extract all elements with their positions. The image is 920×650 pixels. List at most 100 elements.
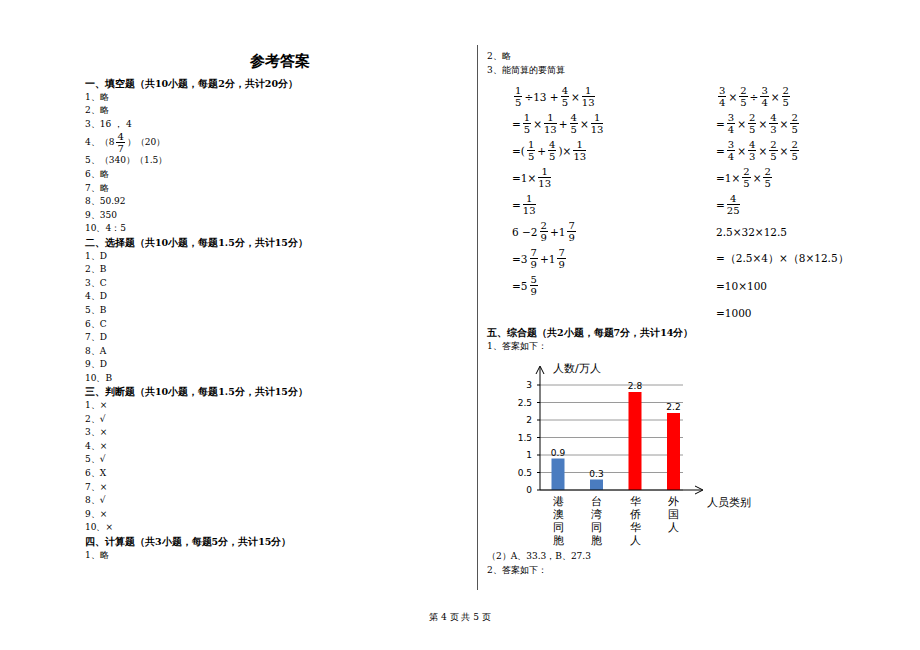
fraction: 43 (748, 139, 756, 162)
text: × (758, 145, 767, 157)
text: 6、C (85, 319, 107, 329)
bar (552, 459, 565, 491)
answer-item: 4、× (85, 440, 465, 454)
text: = (512, 280, 521, 292)
denominator: 5 (514, 97, 522, 108)
numerator: 7 (567, 220, 575, 232)
denominator: 7 (116, 143, 124, 154)
tick-label: 1.5 (518, 433, 532, 443)
mixed-number: 113 (521, 193, 538, 216)
mixed-number: 113 (536, 166, 553, 189)
tick-label: 2 (526, 415, 532, 425)
fraction: 34 (760, 85, 768, 108)
fraction: 25 (769, 139, 777, 162)
text: 7、略 (85, 183, 109, 193)
mixed-number: 34 (716, 85, 728, 108)
numerator: 3 (727, 139, 735, 151)
mixed-number: 179 (549, 247, 568, 270)
fraction: 25 (790, 139, 798, 162)
numerator: 4 (116, 131, 124, 143)
denominator: 9 (530, 286, 538, 297)
denominator: 13 (544, 124, 557, 135)
denominator: 5 (739, 97, 747, 108)
mixed-number: 25 (788, 112, 800, 135)
numerator: 2 (742, 166, 750, 178)
mixed-number: 34 (725, 112, 737, 135)
tick-label: 0 (526, 485, 532, 495)
text: 9、× (85, 509, 107, 519)
denominator: 4 (727, 124, 735, 135)
category-char: 澳 (553, 508, 564, 521)
mixed-number: 379 (521, 247, 540, 270)
grid-line (540, 402, 683, 403)
divider (477, 45, 478, 590)
text: 9、350 (85, 210, 117, 220)
fraction: 25 (782, 85, 790, 108)
answer-item: 2、略 (487, 50, 565, 64)
text: 9、D (85, 359, 107, 369)
fraction: 425 (727, 193, 740, 216)
denominator: 5 (790, 124, 798, 135)
text: 1、× (85, 400, 107, 410)
answer-item: 1、略 (85, 91, 465, 105)
numerator: 1 (538, 166, 551, 178)
mixed-number: 25 (746, 112, 758, 135)
fraction: 113 (538, 166, 551, 189)
fraction: 15 (527, 139, 535, 162)
data-label: 0.3 (589, 469, 603, 479)
text: 五、综合题（共2小题，每题7分，共计14分） (487, 327, 693, 338)
category-char: 胞 (591, 534, 602, 547)
answer-item: 4、D (85, 290, 465, 304)
text: 8、√ (85, 495, 105, 505)
category-char: 港 (553, 495, 564, 508)
mixed-number: 113 (580, 85, 597, 108)
bar (667, 413, 680, 490)
numerator: 1 (527, 139, 535, 151)
answer-item: 8、A (85, 345, 465, 359)
section-five-after: （2）A、33.3，B、27.32、答案如下： (487, 550, 591, 577)
y-axis-arrow (536, 366, 544, 374)
calc-line: =1×25×25 (716, 164, 849, 191)
text: + (550, 226, 559, 238)
denominator: 13 (582, 97, 595, 108)
mixed-number: 113 (571, 139, 588, 162)
denominator: 5 (548, 151, 556, 162)
category-char: 胞 (553, 534, 564, 547)
fraction: 34 (718, 85, 726, 108)
mixed-number: 113 (589, 112, 606, 135)
mixed-number: 15 (521, 112, 533, 135)
bar (590, 480, 603, 491)
fraction: 45 (548, 139, 556, 162)
calc-line: 15÷13 + 45×113 (512, 83, 605, 110)
text: × (771, 91, 780, 103)
mixed-number: 229 (531, 220, 550, 243)
text: 2、B (85, 264, 106, 274)
text: 1、略 (85, 550, 109, 560)
denominator: 5 (763, 178, 771, 189)
numerator: 4 (769, 112, 777, 124)
data-label: 2.2 (666, 402, 680, 412)
answer-item: 3、16 ， 4 (85, 118, 465, 132)
mixed-number: 25 (740, 166, 752, 189)
mixed-number: 34 (758, 85, 770, 108)
fraction: 45 (570, 112, 578, 135)
numerator: 2 (782, 85, 790, 97)
denominator: 5 (561, 97, 569, 108)
text: 4、× (85, 441, 107, 451)
calc-line: =559 (512, 272, 605, 299)
text: 6、X (85, 468, 106, 478)
mixed-number: 25 (788, 139, 800, 162)
fraction: 34 (727, 139, 735, 162)
text: ÷13 + (524, 91, 558, 103)
whole: 5 (521, 280, 528, 292)
mixed-number: 179 (559, 220, 578, 243)
calc-line: =1000 (716, 299, 849, 326)
numerator: 2 (763, 166, 771, 178)
x-axis-label: 人员类别 (707, 496, 751, 509)
denominator: 5 (742, 178, 750, 189)
denominator: 5 (527, 151, 535, 162)
numerator: 2 (739, 85, 747, 97)
section-heading: 四、计算题（共3小题，每题5分，共计15分） (85, 535, 465, 549)
text: 3、C (85, 278, 107, 288)
data-label: 0.9 (551, 448, 566, 458)
